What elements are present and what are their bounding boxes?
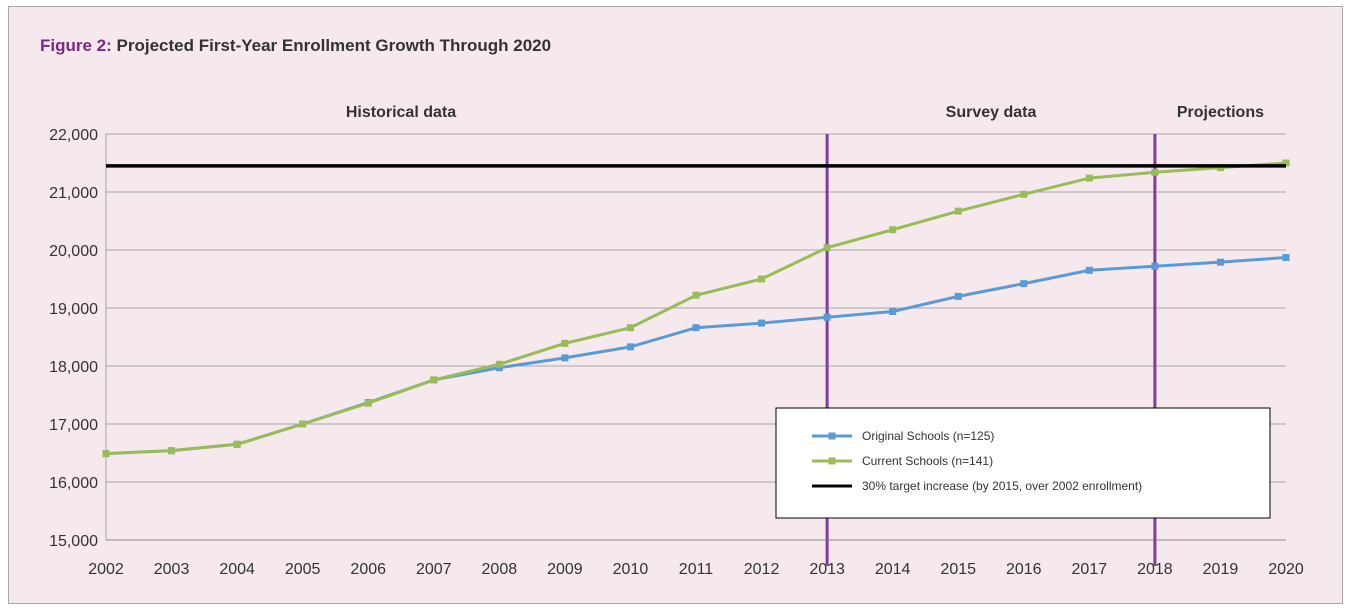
x-tick-label: 2006 <box>350 561 386 578</box>
y-tick-label: 20,000 <box>49 243 98 260</box>
data-point <box>1151 262 1159 270</box>
data-point <box>889 307 897 315</box>
x-tick-label: 2014 <box>875 561 911 578</box>
legend: Original Schools (n=125) Current Schools … <box>775 407 1271 519</box>
data-point <box>692 324 700 332</box>
x-tick-label: 2004 <box>219 561 255 578</box>
data-point <box>299 420 307 428</box>
x-tick-label: 2011 <box>679 561 714 578</box>
x-tick-label: 2013 <box>809 561 845 578</box>
section-label: Projections <box>1177 104 1264 121</box>
y-tick-label: 15,000 <box>49 533 98 550</box>
section-label: Historical data <box>346 104 456 121</box>
data-point <box>1020 280 1028 288</box>
x-tick-label: 2019 <box>1203 561 1239 578</box>
data-point <box>364 399 372 407</box>
data-point <box>626 324 634 332</box>
figure-title-text: Projected First-Year Enrollment Growth T… <box>116 36 552 55</box>
data-point <box>168 447 176 455</box>
x-tick-label: 2002 <box>88 561 124 578</box>
x-tick-label: 2016 <box>1006 561 1042 578</box>
data-point <box>495 360 503 368</box>
data-point <box>1151 168 1159 176</box>
section-label: Survey data <box>946 104 1037 121</box>
y-tick-label: 21,000 <box>49 185 98 202</box>
data-point <box>692 291 700 299</box>
legend-entry-label: 30% target increase (by 2015, over 2002 … <box>862 479 1142 493</box>
y-tick-label: 19,000 <box>49 301 98 318</box>
x-tick-label: 2020 <box>1268 561 1304 578</box>
x-tick-label: 2012 <box>744 561 780 578</box>
legend-box <box>775 407 1271 519</box>
legend-entry-label: Current Schools (n=141) <box>862 454 993 468</box>
data-point <box>889 226 897 234</box>
y-tick-label: 16,000 <box>49 475 98 492</box>
data-point <box>561 339 569 347</box>
data-point <box>823 244 831 252</box>
figure-label: Figure 2: <box>40 36 112 55</box>
data-point <box>626 343 634 351</box>
x-tick-label: 2007 <box>416 561 452 578</box>
figure-title: Figure 2: Projected First-Year Enrollmen… <box>40 36 551 56</box>
x-tick-label: 2017 <box>1072 561 1108 578</box>
data-point <box>1282 254 1290 262</box>
x-tick-label: 2009 <box>547 561 583 578</box>
data-point <box>233 440 241 448</box>
x-tick-label: 2015 <box>940 561 976 578</box>
legend-swatch-marker <box>828 432 836 440</box>
data-point <box>1085 174 1093 182</box>
data-point <box>954 292 962 300</box>
data-point <box>561 354 569 362</box>
y-tick-label: 18,000 <box>49 359 98 376</box>
y-tick-label: 22,000 <box>49 127 98 144</box>
data-point <box>1216 258 1224 266</box>
x-tick-label: 2010 <box>613 561 649 578</box>
data-point <box>758 275 766 283</box>
legend-entry-label: Original Schools (n=125) <box>862 429 994 443</box>
data-point <box>1020 190 1028 198</box>
data-point <box>758 319 766 327</box>
data-point <box>823 313 831 321</box>
y-tick-label: 17,000 <box>49 417 98 434</box>
legend-swatch-marker <box>828 457 836 465</box>
x-tick-label: 2008 <box>482 561 518 578</box>
data-point <box>1282 159 1290 167</box>
data-point <box>430 376 438 384</box>
data-point <box>954 207 962 215</box>
x-tick-label: 2005 <box>285 561 321 578</box>
x-tick-label: 2003 <box>154 561 190 578</box>
data-point <box>1085 266 1093 274</box>
data-point <box>102 450 110 458</box>
x-tick-label: 2018 <box>1137 561 1173 578</box>
